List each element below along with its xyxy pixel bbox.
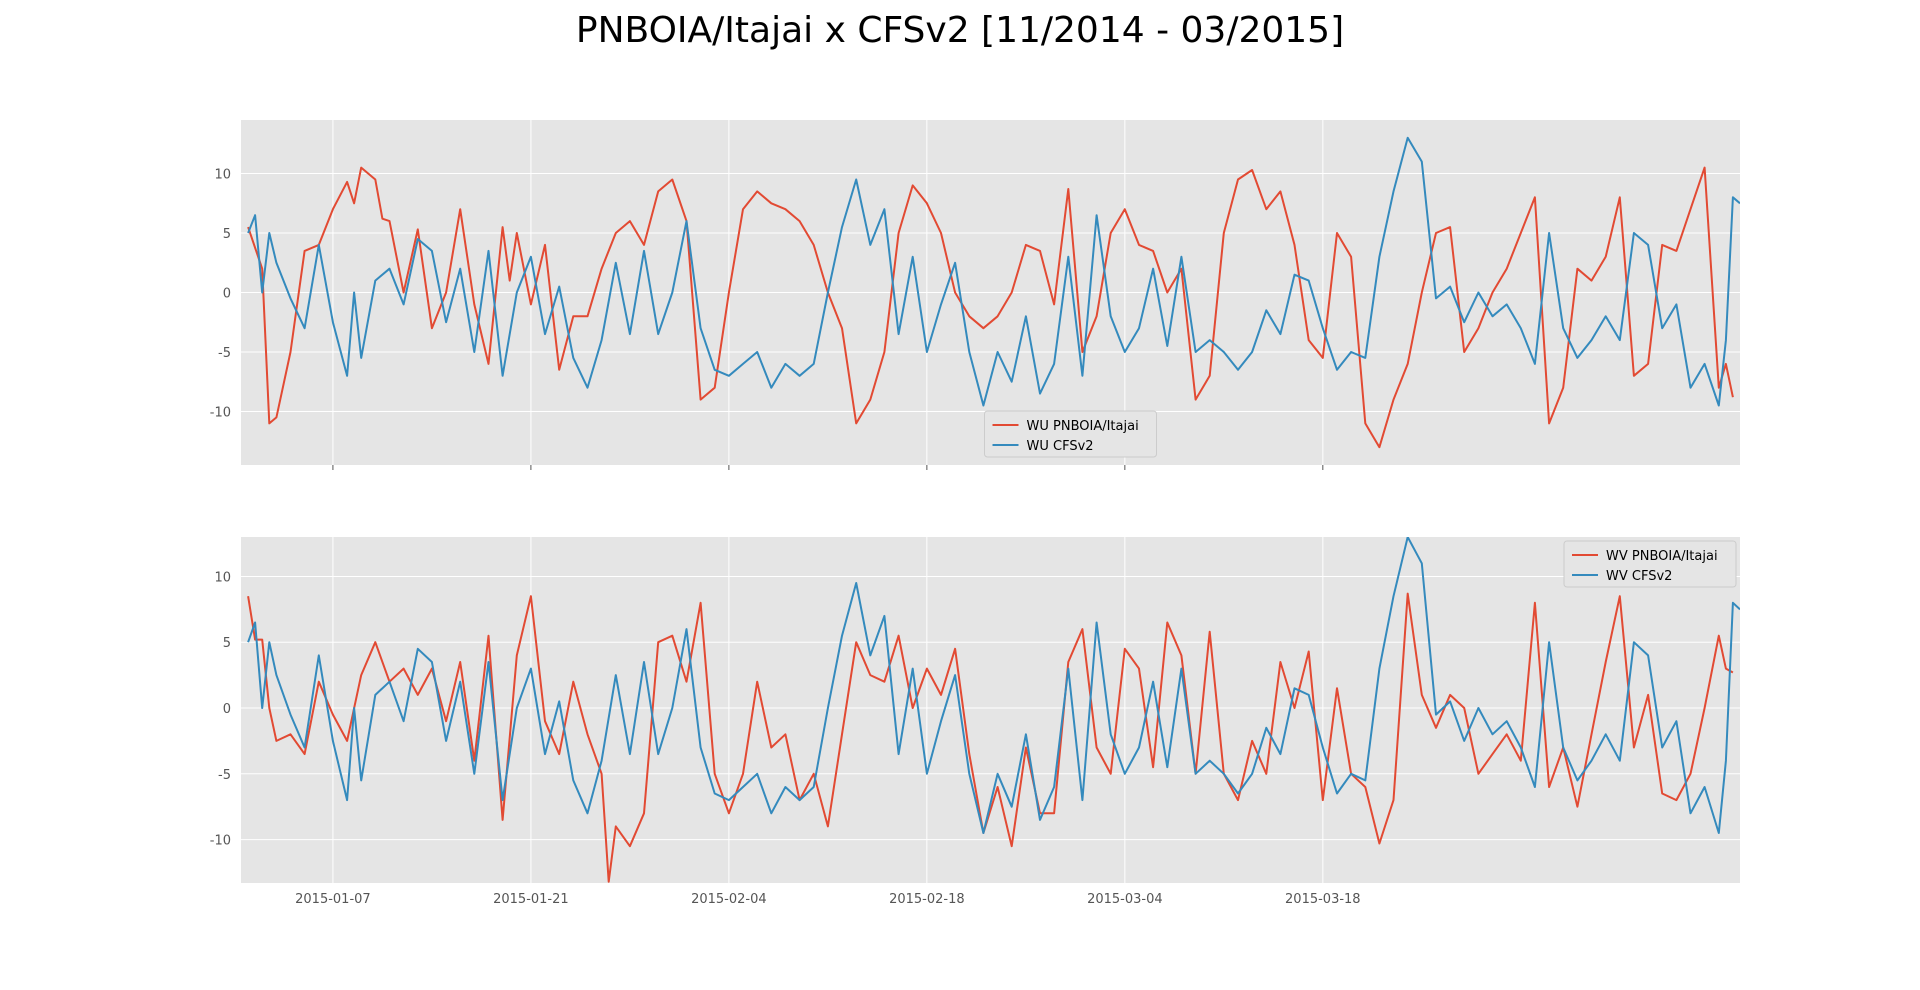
chart-panel-1: -10 -5 0 5 10 WU PNBOIA/Itajai WU CFSv2 xyxy=(210,120,1740,470)
figure-title: PNBOIA/Itajai x CFSv2 [11/2014 - 03/2015… xyxy=(575,10,1345,51)
y-tick-label: 0 xyxy=(223,287,231,302)
legend-box xyxy=(984,410,1157,458)
y-tick-label: 0 xyxy=(223,702,231,717)
legend: WV PNBOIA/Itajai WV CFSv2 xyxy=(1563,540,1737,588)
x-tick-label: 2015-03-04 xyxy=(1087,892,1163,907)
chart-panel-2: -10 -5 0 5 10 2015-01-07 2015-01-21 2015-02-04 2… xyxy=(210,537,1740,907)
x-tick-label: 2015-02-18 xyxy=(889,892,965,907)
plot-area xyxy=(241,537,1740,883)
y-tick-label: -5 xyxy=(218,768,231,783)
y-tick-label: 5 xyxy=(223,227,231,242)
series-line-2 xyxy=(247,537,1740,834)
y-tick-label: 10 xyxy=(214,570,231,585)
legend-box xyxy=(1563,540,1737,588)
x-tick-label: 2015-01-07 xyxy=(295,892,371,907)
series-line-1 xyxy=(247,592,1734,883)
x-tick-label: 2015-03-18 xyxy=(1285,892,1361,907)
legend-label: WV CFSv2 xyxy=(1606,569,1672,584)
legend-label: WU PNBOIA/Itajai xyxy=(1027,419,1139,434)
x-tick-label: 2015-01-21 xyxy=(493,892,569,907)
series-line-2 xyxy=(247,136,1740,407)
y-tick-label: -10 xyxy=(210,834,231,849)
y-tick-label: 5 xyxy=(223,636,231,651)
y-tick-label: 10 xyxy=(214,168,231,183)
series-line-1 xyxy=(247,166,1734,449)
y-tick-label: -10 xyxy=(210,405,231,420)
legend: WU PNBOIA/Itajai WU CFSv2 xyxy=(984,410,1157,458)
legend-label: WU CFSv2 xyxy=(1027,439,1094,454)
legend-label: WV PNBOIA/Itajai xyxy=(1606,549,1718,564)
y-tick-label: -5 xyxy=(218,346,231,361)
x-tick-label: 2015-02-04 xyxy=(691,892,767,907)
